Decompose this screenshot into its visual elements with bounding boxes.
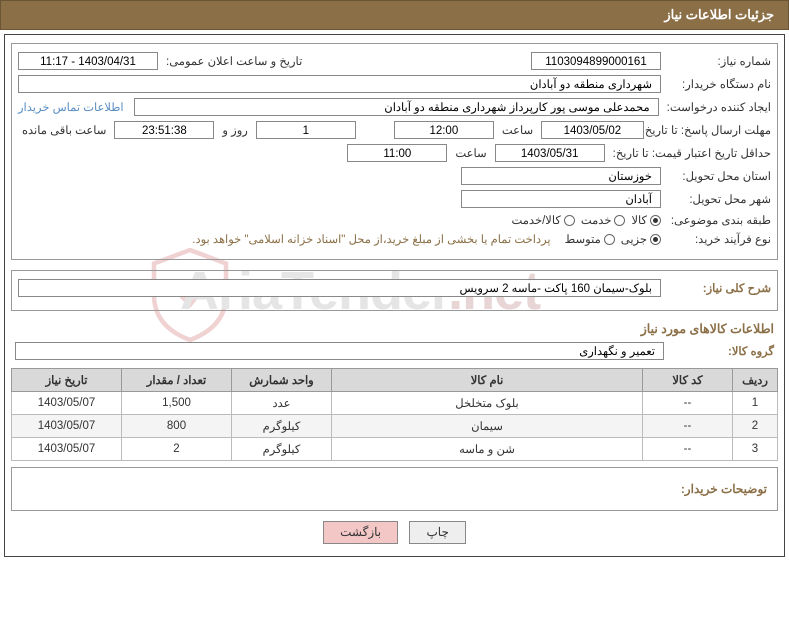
table-header-cell: تاریخ نیاز — [12, 369, 122, 392]
validity-date: 1403/05/31 — [495, 144, 605, 162]
time-remaining: 23:51:38 — [114, 121, 214, 139]
city-value: آبادان — [461, 190, 661, 208]
table-header-cell: واحد شمارش — [232, 369, 332, 392]
time-label-2: ساعت — [455, 146, 486, 160]
table-cell: 2 — [733, 415, 778, 438]
table-row: 2--سیمانکیلوگرم8001403/05/07 — [12, 415, 778, 438]
radio-medium[interactable]: متوسط — [565, 232, 615, 246]
city-label: شهر محل تحویل: — [669, 192, 771, 206]
table-cell: بلوک متخلخل — [332, 392, 643, 415]
buyer-comment-box: توضیحات خریدار: — [11, 467, 778, 511]
row-process-type: نوع فرآیند خرید: جزیی متوسط پرداخت تمام … — [18, 232, 771, 246]
table-cell: سیمان — [332, 415, 643, 438]
table-cell: 1403/05/07 — [12, 392, 122, 415]
row-province: استان محل تحویل: خوزستان — [18, 167, 771, 185]
buyer-org-label: نام دستگاه خریدار: — [669, 77, 771, 91]
table-cell: کیلوگرم — [232, 415, 332, 438]
group-value: تعمیر و نگهداری — [15, 342, 664, 360]
province-value: خوزستان — [461, 167, 661, 185]
table-cell: 1403/05/07 — [12, 415, 122, 438]
row-city: شهر محل تحویل: آبادان — [18, 190, 771, 208]
table-cell: 1,500 — [122, 392, 232, 415]
buyer-contact-link[interactable]: اطلاعات تماس خریدار — [18, 100, 124, 114]
radio-dot-icon — [614, 215, 625, 226]
announce-value: 1403/04/31 - 11:17 — [18, 52, 158, 70]
radio-goods[interactable]: کالا — [631, 213, 661, 227]
radio-service[interactable]: خدمت — [581, 213, 626, 227]
row-classification: طبقه بندی موضوعی: کالا خدمت کالا/خدمت — [18, 213, 771, 227]
radio-both[interactable]: کالا/خدمت — [512, 213, 575, 227]
table-cell: 3 — [733, 438, 778, 461]
goods-section-title: اطلاعات کالاهای مورد نیاز — [11, 321, 774, 336]
radio-dot-icon — [650, 215, 661, 226]
row-deadline: مهلت ارسال پاسخ: تا تاریخ: 1403/05/02 سا… — [18, 121, 771, 139]
deadline-label: مهلت ارسال پاسخ: تا تاریخ: — [652, 123, 771, 137]
table-header-cell: کد کالا — [643, 369, 733, 392]
buyer-org-value: شهرداری منطقه دو آبادان — [18, 75, 661, 93]
print-button[interactable]: چاپ — [409, 521, 465, 544]
validity-time: 11:00 — [347, 144, 447, 162]
process-label: نوع فرآیند خرید: — [669, 232, 771, 246]
table-header-row: ردیفکد کالانام کالاواحد شمارشتعداد / مقد… — [12, 369, 778, 392]
deadline-time: 12:00 — [394, 121, 494, 139]
goods-table: ردیفکد کالانام کالاواحد شمارشتعداد / مقد… — [11, 368, 778, 461]
row-validity: حداقل تاریخ اعتبار قیمت: تا تاریخ: 1403/… — [18, 144, 771, 162]
desc-value: بلوک-سیمان 160 پاکت -ماسه 2 سرویس — [18, 279, 661, 297]
table-cell: -- — [643, 415, 733, 438]
back-button[interactable]: بازگشت — [323, 521, 398, 544]
desc-label: شرح کلی نیاز: — [669, 281, 771, 295]
table-cell: 2 — [122, 438, 232, 461]
panel-header: جزئیات اطلاعات نیاز — [0, 0, 789, 30]
button-row: چاپ بازگشت — [11, 521, 778, 544]
table-cell: -- — [643, 438, 733, 461]
group-label: گروه کالا: — [672, 344, 774, 358]
process-radio-group: جزیی متوسط — [565, 232, 661, 246]
panel-title: جزئیات اطلاعات نیاز — [664, 7, 774, 22]
table-row: 1--بلوک متخلخلعدد1,5001403/05/07 — [12, 392, 778, 415]
table-cell: عدد — [232, 392, 332, 415]
table-header-cell: نام کالا — [332, 369, 643, 392]
table-cell: کیلوگرم — [232, 438, 332, 461]
description-box: شرح کلی نیاز: بلوک-سیمان 160 پاکت -ماسه … — [11, 270, 778, 311]
validity-label: حداقل تاریخ اعتبار قیمت: تا تاریخ: — [613, 146, 771, 160]
requester-value: محمدعلی موسی پور کارپرداز شهرداری منطقه … — [134, 98, 659, 116]
table-header-cell: تعداد / مقدار — [122, 369, 232, 392]
table-cell: 1 — [733, 392, 778, 415]
row-buyer-org: نام دستگاه خریدار: شهرداری منطقه دو آباد… — [18, 75, 771, 93]
classification-radio-group: کالا خدمت کالا/خدمت — [512, 213, 662, 227]
table-row: 3--شن و ماسهکیلوگرم21403/05/07 — [12, 438, 778, 461]
time-label-1: ساعت — [502, 123, 533, 137]
comment-label: توضیحات خریدار: — [681, 482, 767, 496]
days-and-label: روز و — [222, 123, 247, 137]
table-cell: شن و ماسه — [332, 438, 643, 461]
remain-label: ساعت باقی مانده — [22, 123, 106, 137]
radio-small[interactable]: جزیی — [621, 232, 661, 246]
table-cell: 800 — [122, 415, 232, 438]
treasury-note: پرداخت تمام یا بخشی از مبلغ خرید،از محل … — [192, 232, 550, 246]
announce-label: تاریخ و ساعت اعلان عمومی: — [166, 54, 302, 68]
table-cell: -- — [643, 392, 733, 415]
requester-label: ایجاد کننده درخواست: — [667, 100, 771, 114]
radio-dot-icon — [650, 234, 661, 245]
details-box: شماره نیاز: 1103094899000161 تاریخ و ساع… — [11, 43, 778, 260]
radio-dot-icon — [564, 215, 575, 226]
row-need-number: شماره نیاز: 1103094899000161 تاریخ و ساع… — [18, 52, 771, 70]
days-remaining: 1 — [256, 121, 356, 139]
need-number-value: 1103094899000161 — [531, 52, 661, 70]
need-number-label: شماره نیاز: — [669, 54, 771, 68]
table-header-cell: ردیف — [733, 369, 778, 392]
main-panel: شماره نیاز: 1103094899000161 تاریخ و ساع… — [4, 34, 785, 557]
province-label: استان محل تحویل: — [669, 169, 771, 183]
deadline-date: 1403/05/02 — [541, 121, 644, 139]
row-goods-group: گروه کالا: تعمیر و نگهداری — [15, 342, 774, 360]
row-requester: ایجاد کننده درخواست: محمدعلی موسی پور کا… — [18, 98, 771, 116]
class-label: طبقه بندی موضوعی: — [669, 213, 771, 227]
table-cell: 1403/05/07 — [12, 438, 122, 461]
radio-dot-icon — [604, 234, 615, 245]
row-description: شرح کلی نیاز: بلوک-سیمان 160 پاکت -ماسه … — [18, 279, 771, 297]
table-body: 1--بلوک متخلخلعدد1,5001403/05/072--سیمان… — [12, 392, 778, 461]
